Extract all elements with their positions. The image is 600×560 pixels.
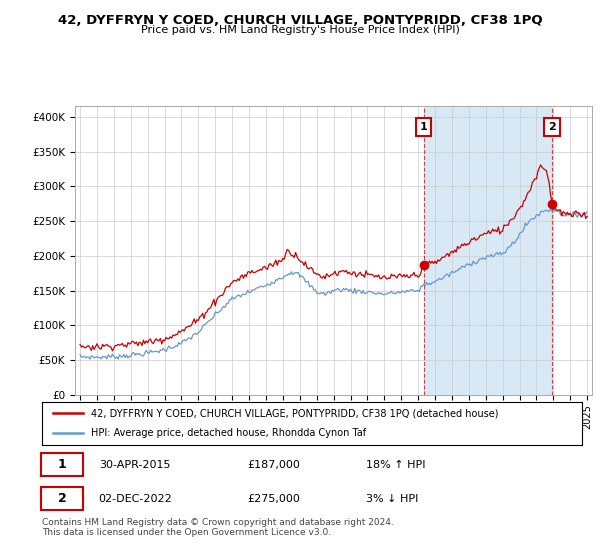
Text: 42, DYFFRYN Y COED, CHURCH VILLAGE, PONTYPRIDD, CF38 1PQ: 42, DYFFRYN Y COED, CHURCH VILLAGE, PONT…: [58, 14, 542, 27]
Text: £275,000: £275,000: [247, 493, 300, 503]
Text: 18% ↑ HPI: 18% ↑ HPI: [366, 460, 425, 470]
Text: Price paid vs. HM Land Registry's House Price Index (HPI): Price paid vs. HM Land Registry's House …: [140, 25, 460, 35]
Text: 3% ↓ HPI: 3% ↓ HPI: [366, 493, 418, 503]
Text: 30-APR-2015: 30-APR-2015: [98, 460, 170, 470]
Text: 1: 1: [420, 122, 428, 132]
Text: 2: 2: [548, 122, 556, 132]
Text: 02-DEC-2022: 02-DEC-2022: [98, 493, 172, 503]
Text: 1: 1: [58, 458, 67, 471]
Text: £187,000: £187,000: [247, 460, 300, 470]
Text: HPI: Average price, detached house, Rhondda Cynon Taf: HPI: Average price, detached house, Rhon…: [91, 428, 366, 438]
FancyBboxPatch shape: [41, 487, 83, 510]
Bar: [424, 106, 552, 395]
Text: 2: 2: [58, 492, 67, 505]
Text: Contains HM Land Registry data © Crown copyright and database right 2024.
This d: Contains HM Land Registry data © Crown c…: [42, 518, 394, 538]
Text: 42, DYFFRYN Y COED, CHURCH VILLAGE, PONTYPRIDD, CF38 1PQ (detached house): 42, DYFFRYN Y COED, CHURCH VILLAGE, PONT…: [91, 408, 498, 418]
FancyBboxPatch shape: [41, 454, 83, 476]
